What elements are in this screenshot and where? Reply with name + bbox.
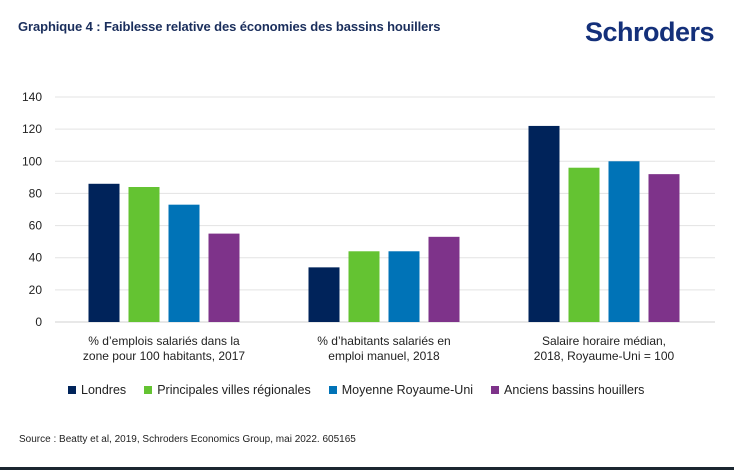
source-note: Source : Beatty et al, 2019, Schroders E… xyxy=(19,434,356,445)
legend-label: Moyenne Royaume-Uni xyxy=(341,383,474,397)
legend-item: Anciens bassins houillers xyxy=(491,383,644,397)
x-category-label: % d’habitants salariés en xyxy=(317,334,450,348)
bars xyxy=(88,125,680,322)
legend-swatch xyxy=(328,386,337,394)
y-tick-label: 20 xyxy=(29,283,43,297)
bar xyxy=(208,233,240,322)
bar-chart: 0 20 40 60 80 100 120 140 % d’emplois salariés … xyxy=(22,90,715,363)
x-category-label: 2018, Royaume-Uni = 100 xyxy=(534,349,675,363)
x-category-label: % d’emplois salariés dans la xyxy=(88,334,240,348)
y-tick-label: 80 xyxy=(29,186,43,200)
legend-item: Principales villes régionales xyxy=(144,383,311,397)
bar xyxy=(308,267,340,322)
y-tick-label: 60 xyxy=(29,219,43,233)
legend-swatch xyxy=(491,386,500,394)
legend-swatch xyxy=(144,386,153,394)
bar xyxy=(608,161,640,322)
legend-swatch xyxy=(68,386,76,394)
y-tick-label: 140 xyxy=(22,90,42,104)
y-tick-label: 100 xyxy=(22,154,42,168)
y-axis-ticks: 0 20 40 60 80 100 120 140 xyxy=(22,90,42,329)
schroders-logo: Schroders xyxy=(584,17,715,47)
bar xyxy=(648,174,680,322)
legend-label: Anciens bassins houillers xyxy=(504,383,645,397)
bar xyxy=(428,236,460,322)
bar xyxy=(128,187,160,322)
gridlines xyxy=(55,96,715,323)
y-tick-label: 0 xyxy=(35,315,42,329)
legend-item: Moyenne Royaume-Uni xyxy=(328,383,474,397)
bar xyxy=(568,167,600,322)
bar xyxy=(88,183,120,322)
chart-title: Graphique 4 : Faiblesse relative des éco… xyxy=(18,19,441,34)
x-category-label: emploi manuel, 2018 xyxy=(328,349,440,363)
bar xyxy=(388,251,420,322)
legend-item: Londres xyxy=(68,383,126,397)
legend-label: Londres xyxy=(81,383,127,397)
x-category-label: Salaire horaire médian, xyxy=(542,334,666,348)
x-category-label: zone pour 100 habitants, 2017 xyxy=(83,349,245,363)
y-tick-label: 120 xyxy=(22,122,42,136)
legend: Londres Principales villes régionales Moye… xyxy=(68,383,644,397)
bar xyxy=(348,251,380,322)
bar xyxy=(528,125,560,322)
legend-label: Principales villes régionales xyxy=(157,383,311,397)
bottom-rule xyxy=(0,467,734,470)
y-tick-label: 40 xyxy=(29,251,43,265)
bar xyxy=(168,204,200,322)
